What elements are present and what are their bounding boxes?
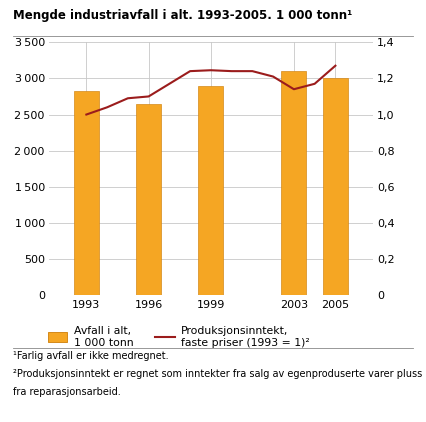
Bar bbox=[323, 78, 348, 295]
Text: ²Produksjonsinntekt er regnet som inntekter fra salg av egenproduserte varer plu: ²Produksjonsinntekt er regnet som inntek… bbox=[13, 369, 426, 379]
Bar bbox=[282, 71, 306, 295]
Text: fra reparasjonsarbeid.: fra reparasjonsarbeid. bbox=[13, 387, 121, 398]
Text: Mengde industriavfall i alt. 1993-2005. 1 000 tonn¹: Mengde industriavfall i alt. 1993-2005. … bbox=[13, 9, 352, 22]
Bar bbox=[199, 87, 223, 295]
Bar bbox=[74, 91, 99, 295]
Bar bbox=[136, 104, 161, 295]
Text: ¹Farlig avfall er ikke medregnet.: ¹Farlig avfall er ikke medregnet. bbox=[13, 351, 168, 361]
Legend: Avfall i alt,
1 000 tonn, Produksjonsinntekt,
faste priser (1993 = 1)²: Avfall i alt, 1 000 tonn, Produksjonsinn… bbox=[48, 326, 310, 348]
